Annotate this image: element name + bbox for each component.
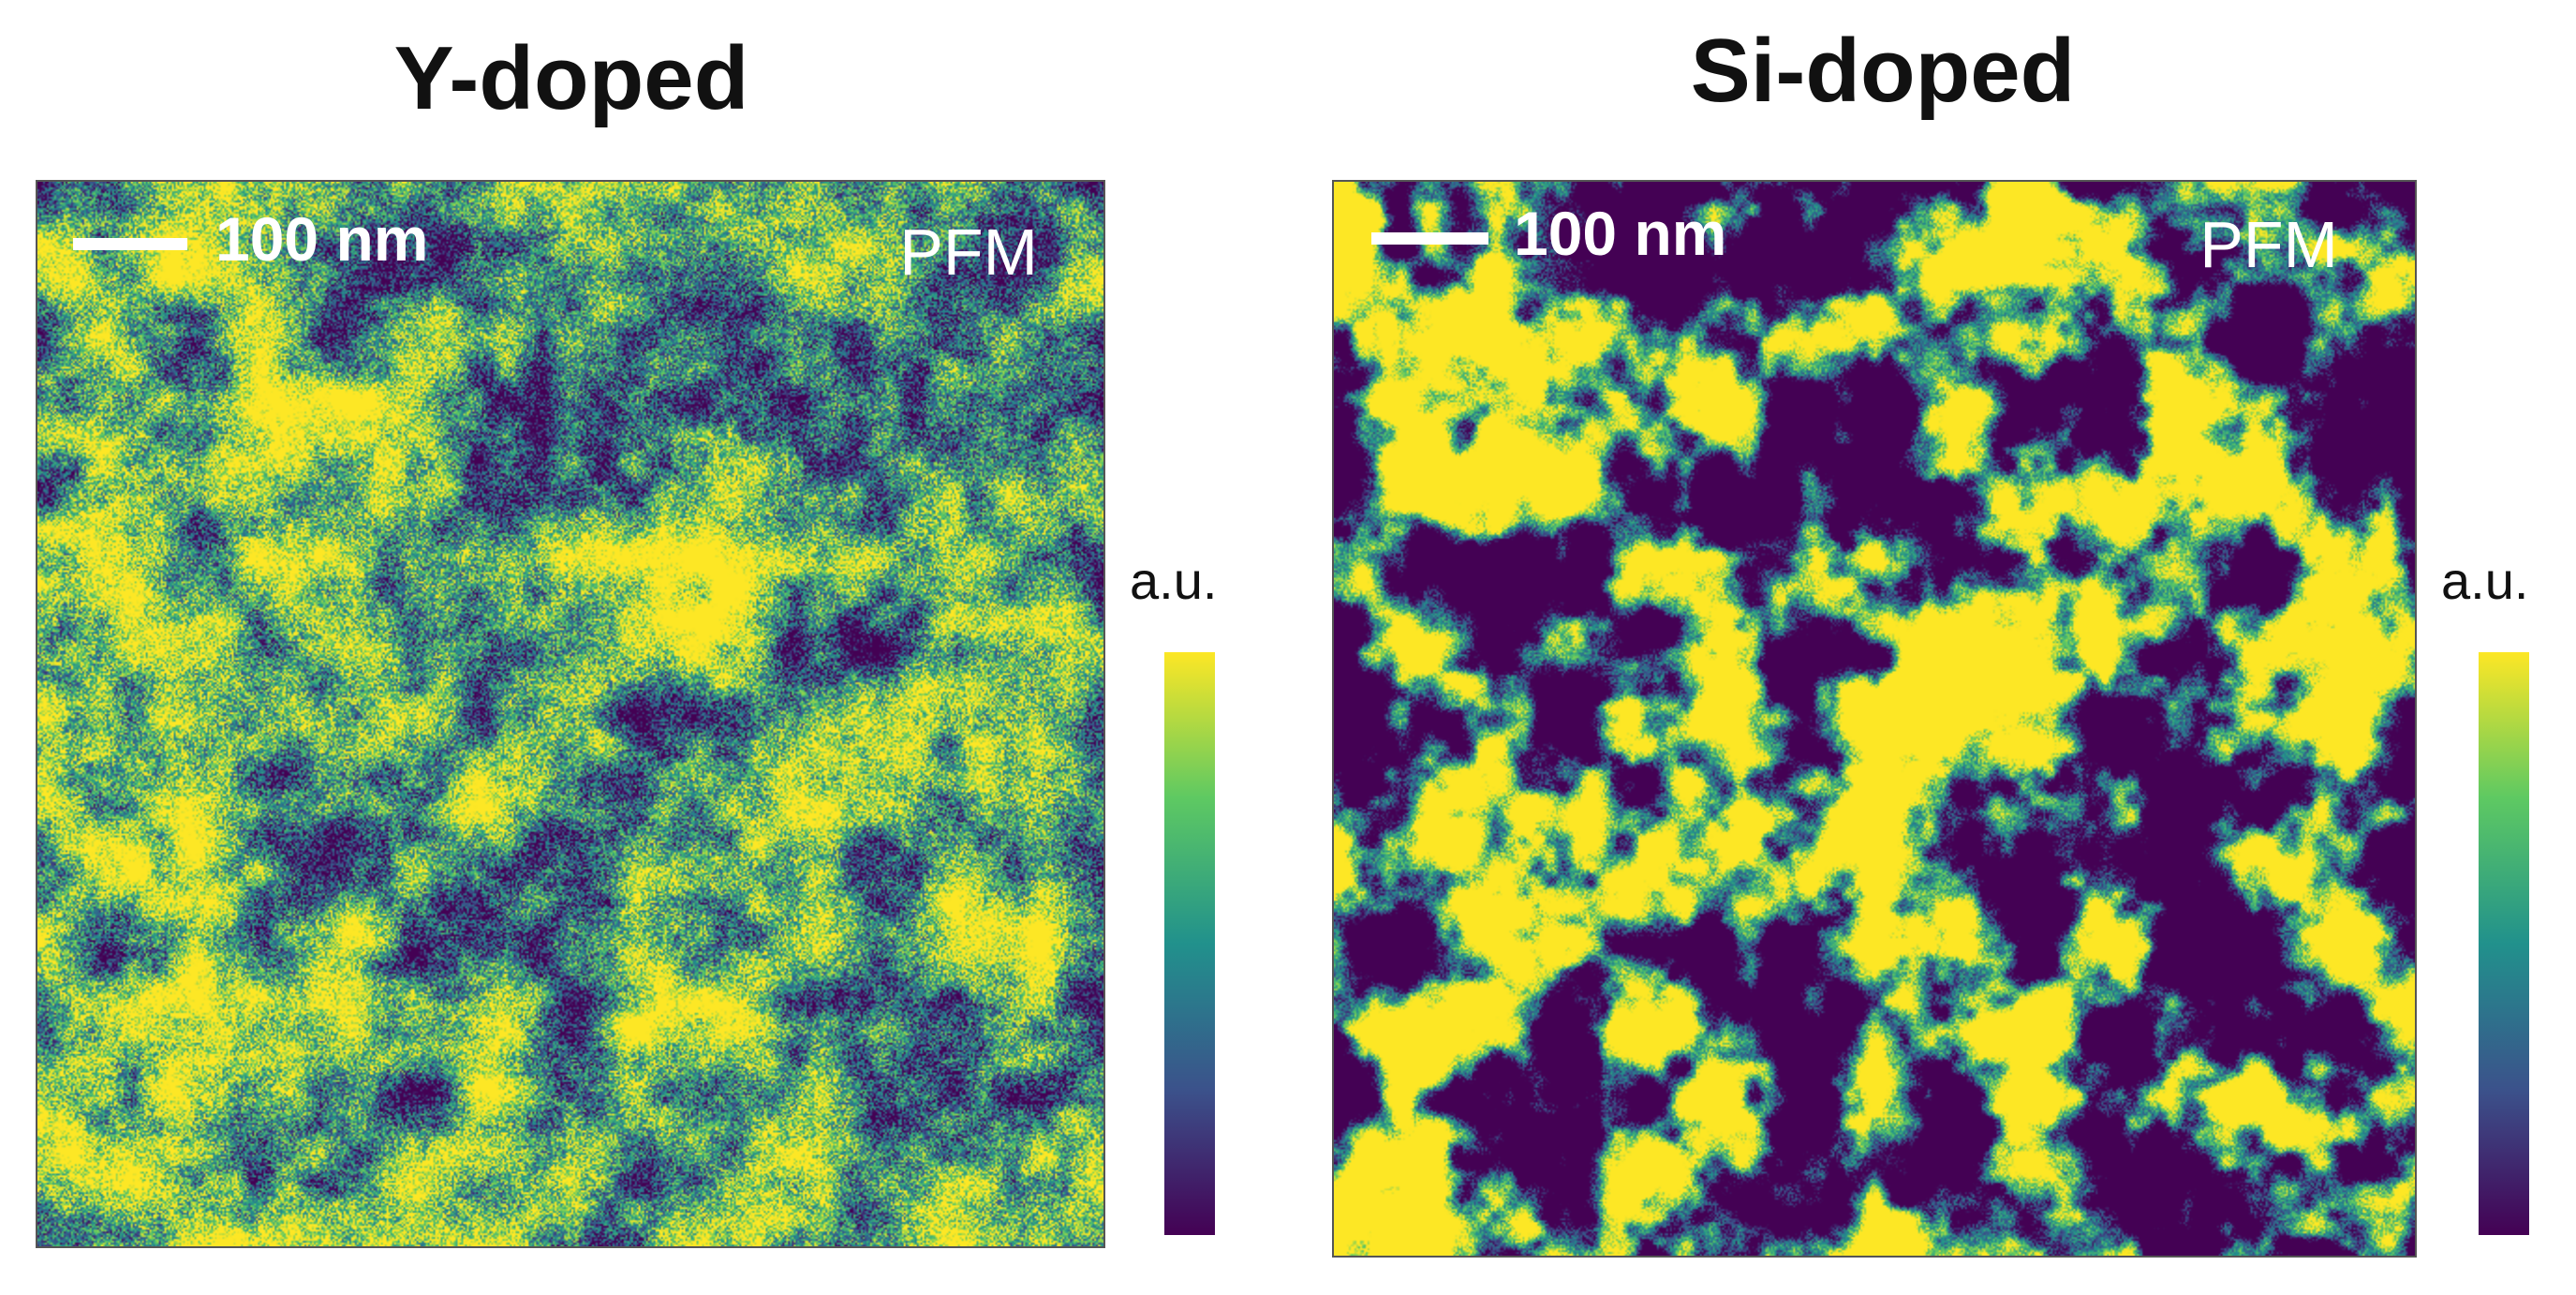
scale-bar-label: 100 nm — [215, 204, 429, 274]
pfm-map-si-doped: 100 nm PFM — [1332, 180, 2417, 1258]
scale-bar — [73, 238, 187, 250]
panel-title-y-doped: Y-doped — [393, 28, 749, 128]
colorbar — [2479, 652, 2529, 1235]
scale-bar-label: 100 nm — [1514, 199, 1727, 268]
pfm-map-y-doped: 100 nm PFM — [36, 180, 1105, 1248]
mode-label: PFM — [2199, 208, 2338, 281]
scale-bar — [1371, 232, 1488, 245]
mode-label: PFM — [899, 216, 1038, 289]
pfm-image-y-doped — [37, 182, 1103, 1246]
colorbar — [1164, 652, 1215, 1235]
pfm-image-si-doped — [1334, 182, 2415, 1256]
colorbar-unit-label: a.u. — [2441, 551, 2529, 610]
colorbar-unit-label: a.u. — [1130, 551, 1218, 610]
panel-title-si-doped: Si-doped — [1690, 21, 2076, 121]
